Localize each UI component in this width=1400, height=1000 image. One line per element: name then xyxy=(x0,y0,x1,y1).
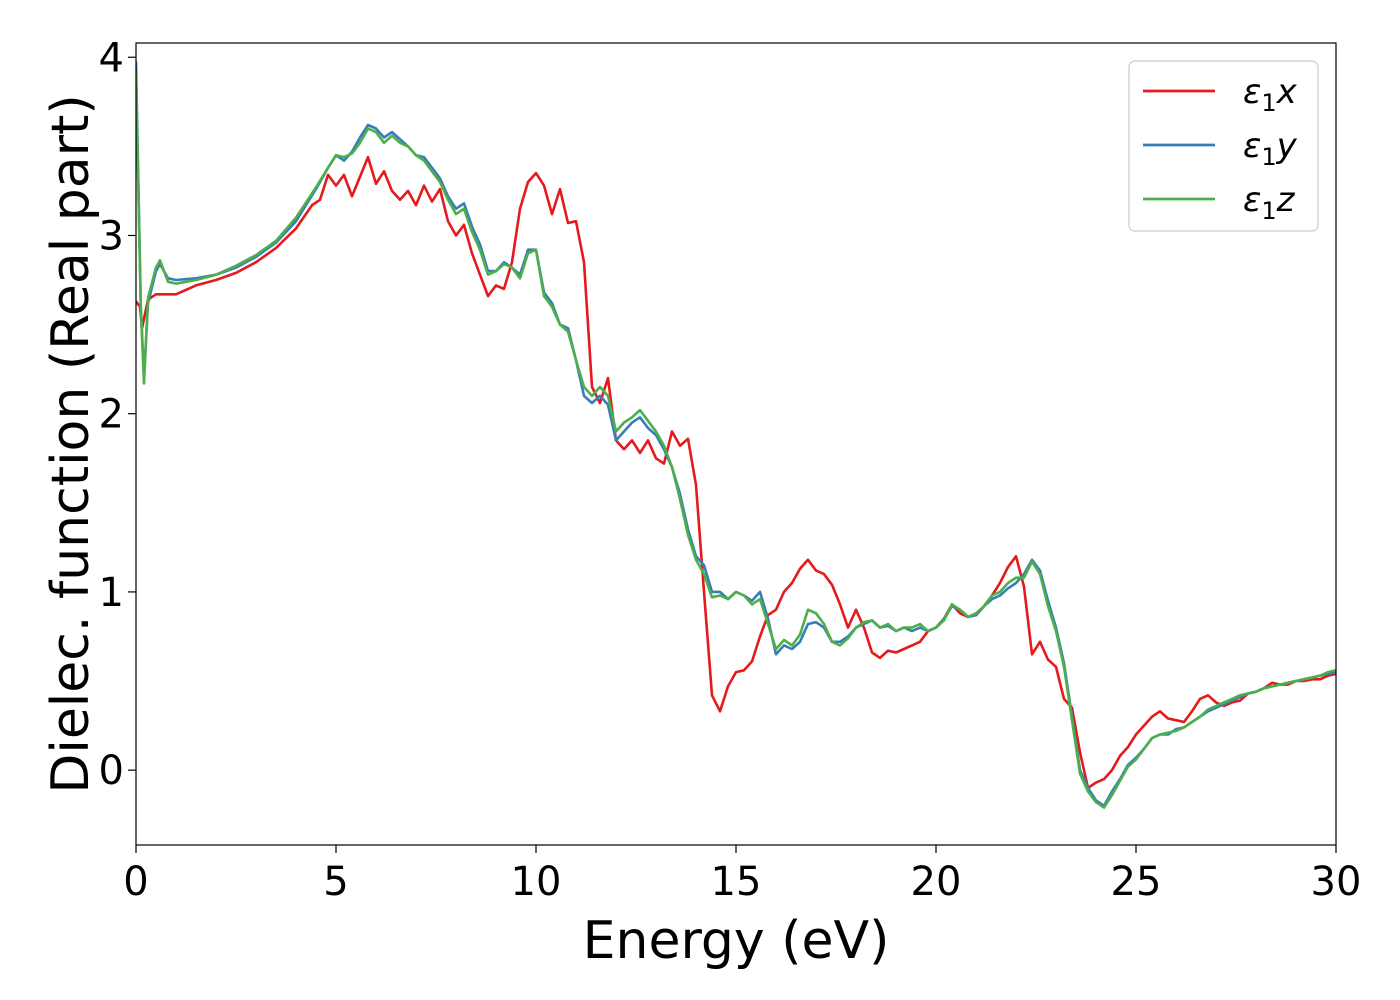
x-tick-label: 30 xyxy=(1311,859,1362,905)
y-axis: 0 1 2 3 4 xyxy=(99,35,136,794)
legend-label-x: ε1x xyxy=(1243,72,1298,117)
y-tick-label: 2 xyxy=(99,392,124,438)
x-tick-label: 10 xyxy=(511,859,562,905)
legend: ε1x ε1y ε1z xyxy=(1128,60,1319,232)
legend-box xyxy=(1128,60,1319,232)
series-layer xyxy=(136,61,1336,809)
x-axis-label: Energy (eV) xyxy=(583,911,890,971)
x-tick-label: 0 xyxy=(123,859,148,905)
x-tick-label: 25 xyxy=(1111,859,1162,905)
series-line-x xyxy=(136,155,1336,790)
x-tick-label: 20 xyxy=(911,859,962,905)
x-axis: 0 5 10 15 20 25 30 xyxy=(123,845,1361,905)
y-tick-label: 4 xyxy=(99,35,124,81)
y-tick-label: 1 xyxy=(99,570,124,616)
x-tick-label: 15 xyxy=(711,859,762,905)
y-axis-label: Dielec. function (Real part) xyxy=(41,94,101,793)
series-line-z xyxy=(136,73,1336,809)
y-tick-label: 0 xyxy=(99,748,124,794)
y-tick-label: 3 xyxy=(99,213,124,259)
x-tick-label: 5 xyxy=(323,859,348,905)
legend-label-y: ε1y xyxy=(1243,126,1298,171)
legend-label-z: ε1z xyxy=(1243,180,1296,225)
